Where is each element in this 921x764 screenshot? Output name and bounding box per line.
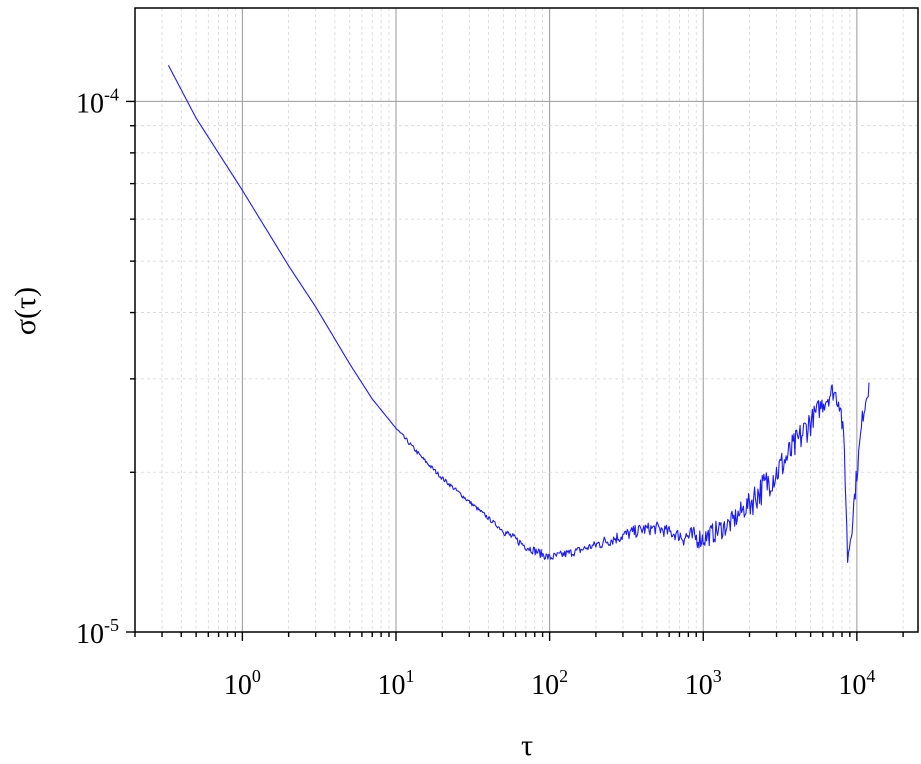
x-tick-label: 104 — [838, 666, 875, 701]
y-tick-label: 10-5 — [76, 615, 119, 650]
y-axis-title: σ(τ) — [9, 287, 42, 335]
axis-tick-labels: 100 101 102 103 104 10-5 10-4 — [76, 84, 875, 701]
x-tick-label: 103 — [685, 666, 722, 701]
grid — [134, 8, 918, 633]
axis-ticks — [126, 100, 904, 641]
x-tick-label: 102 — [531, 666, 568, 701]
x-tick-label: 101 — [378, 666, 415, 701]
x-axis-title: τ — [521, 729, 533, 762]
data-series-line — [167, 65, 870, 563]
y-tick-label: 10-4 — [76, 84, 119, 119]
x-tick-label: 100 — [224, 666, 261, 701]
